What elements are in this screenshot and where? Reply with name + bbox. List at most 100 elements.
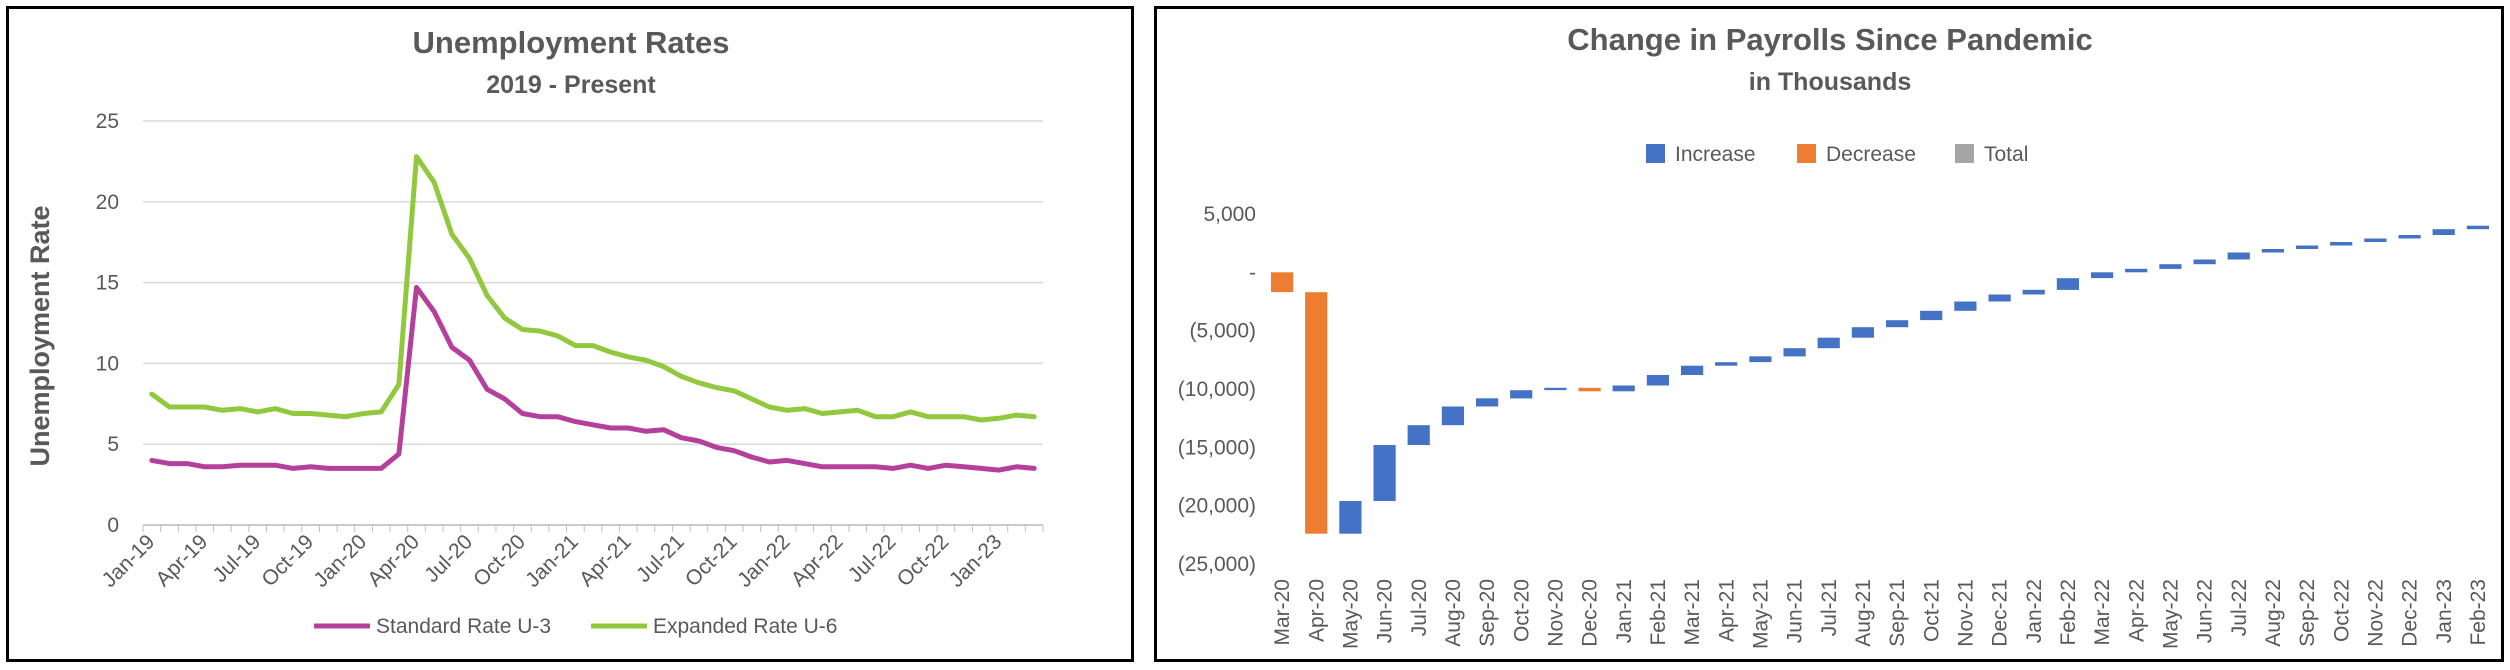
x-tick-label: Jan-21	[521, 530, 583, 592]
y-tick-label: 25	[96, 110, 119, 133]
x-tick-label: May-20	[1339, 579, 1362, 649]
x-tick-label: Nov-21	[1954, 579, 1977, 647]
x-tick-label: Feb-21	[1647, 579, 1670, 646]
x-tick-label: Sep-21	[1886, 579, 1909, 647]
legend-item: Decrease	[1797, 143, 1916, 166]
y-tick-label: -	[1249, 261, 1256, 284]
unemployment-chart-panel: Unemployment Rates 2019 - Present Unempl…	[6, 6, 1134, 662]
y-tick-label: (10,000)	[1178, 378, 1256, 401]
y-tick-label: 20	[96, 191, 119, 214]
chart-subtitle: in Thousands	[1749, 68, 1912, 96]
x-tick-label: Mar-22	[2091, 579, 2114, 646]
x-tick-labels: Mar-20 Apr-20 May-20 Jun-20 Jul-20 Aug-20 Sep-…	[1271, 579, 2490, 649]
x-tick-label: Jan-22	[733, 530, 795, 592]
payrolls-chart-panel: Change in Payrolls Since Pandemic in Tho…	[1154, 6, 2504, 662]
x-tick-label: Feb-22	[2057, 579, 2080, 646]
waterfall-bar	[1578, 387, 1601, 392]
x-tick-label: Mar-20	[1271, 579, 1294, 646]
x-tick-label: May-22	[2159, 579, 2182, 649]
x-tick-label: Apr-21	[1715, 579, 1738, 642]
waterfall-bar	[1441, 406, 1464, 426]
waterfall-bar	[2330, 242, 2353, 246]
legend-label: Increase	[1675, 143, 1756, 166]
series-lines	[149, 154, 1037, 473]
x-tick-label: Apr-22	[787, 530, 848, 591]
legend-label: Expanded Rate U-6	[653, 615, 837, 638]
waterfall-bars	[1271, 225, 2489, 534]
waterfall-bar	[1851, 327, 1874, 338]
x-tick-label: Aug-22	[2262, 579, 2285, 647]
waterfall-bar	[2056, 278, 2079, 290]
y-tick-label: (20,000)	[1178, 495, 1256, 518]
waterfall-bar	[1339, 501, 1362, 534]
legend-label: Total	[1984, 143, 2028, 166]
waterfall-bar	[1612, 385, 1635, 392]
waterfall-bar	[1988, 294, 2011, 302]
waterfall-bar	[2227, 252, 2250, 260]
y-tick-label: 10	[96, 352, 119, 375]
x-tick-label: Oct-20	[469, 530, 530, 591]
y-tick-label: 15	[96, 272, 119, 295]
x-tick-label: Dec-21	[1989, 579, 2012, 647]
waterfall-bar	[2261, 249, 2284, 253]
x-tick-label: May-21	[1749, 579, 1772, 649]
legend: Standard Rate U-3 Expanded Rate U-6	[314, 615, 837, 638]
x-tick-label: Jan-23	[945, 530, 1007, 592]
waterfall-bar	[1407, 425, 1430, 445]
legend-swatch	[1797, 144, 1816, 163]
legend-item: Total	[1955, 143, 2028, 166]
y-tick-label: (15,000)	[1178, 436, 1256, 459]
waterfall-bar	[1510, 390, 1533, 399]
y-tick-label: 5,000	[1203, 203, 1256, 226]
payrolls-waterfall-chart: Change in Payrolls Since Pandemic in Tho…	[1178, 22, 2490, 649]
x-tick-label: Aug-20	[1442, 579, 1465, 647]
waterfall-bar	[1646, 375, 1669, 386]
waterfall-bar	[1886, 320, 1909, 328]
x-tick-label: Oct-21	[681, 530, 742, 591]
waterfall-bar	[2432, 229, 2455, 235]
series-line-1	[149, 154, 1037, 423]
waterfall-bar	[1544, 387, 1567, 391]
y-tick-label: 0	[107, 514, 119, 537]
gridlines	[143, 120, 1043, 526]
waterfall-bar	[1271, 272, 1294, 293]
y-tick-label: 5	[107, 433, 119, 456]
x-tick-label: Jan-19	[98, 530, 160, 592]
waterfall-bar	[2398, 235, 2421, 239]
x-tick-label: Apr-20	[363, 530, 424, 591]
x-tick-label: Apr-20	[1305, 579, 1328, 642]
x-tick-label: Jul-20	[420, 530, 477, 587]
waterfall-bar	[2022, 289, 2045, 295]
x-tick-label: Apr-21	[575, 530, 636, 591]
x-tick-label: Oct-22	[893, 530, 954, 591]
legend: Increase Decrease Total	[1646, 143, 2028, 166]
series-line-0	[149, 284, 1037, 473]
x-tick-label: Dec-22	[2399, 579, 2422, 647]
unemployment-chart: Unemployment Rates 2019 - Present Unempl…	[25, 25, 1044, 638]
x-tick-label: Aug-21	[1852, 579, 1875, 647]
x-tick-label: Sep-22	[2296, 579, 2319, 647]
legend-item: Increase	[1646, 143, 1756, 166]
x-tick-label: Jan-23	[2433, 579, 2456, 643]
x-tick-label: Mar-21	[1681, 579, 1704, 646]
x-tick-label: Oct-20	[1510, 579, 1533, 642]
y-tick-labels: 0 5 10 15 20 25	[96, 110, 119, 537]
x-tick-label: Dec-20	[1579, 579, 1602, 647]
x-tick-label: Jul-22	[2228, 579, 2251, 636]
x-tick-label: Sep-20	[1476, 579, 1499, 647]
waterfall-bar	[1373, 445, 1396, 501]
x-tick-label: Nov-22	[2364, 579, 2387, 647]
waterfall-bar	[2091, 272, 2114, 279]
x-tick-label: Jul-21	[632, 530, 689, 587]
legend-label: Decrease	[1826, 143, 1916, 166]
y-axis-title: Unemployment Rate	[25, 205, 55, 466]
x-tick-label: Jun-21	[1784, 579, 1807, 643]
x-tick-label: Apr-22	[2125, 579, 2148, 642]
legend-item: Standard Rate U-3	[314, 615, 551, 638]
chart-subtitle: 2019 - Present	[486, 71, 656, 99]
waterfall-bar	[1476, 398, 1499, 407]
waterfall-bar	[1305, 292, 1328, 534]
chart-title: Unemployment Rates	[413, 25, 730, 60]
x-tick-label: Jul-19	[209, 530, 266, 587]
x-tick-label: Oct-21	[1920, 579, 1943, 642]
